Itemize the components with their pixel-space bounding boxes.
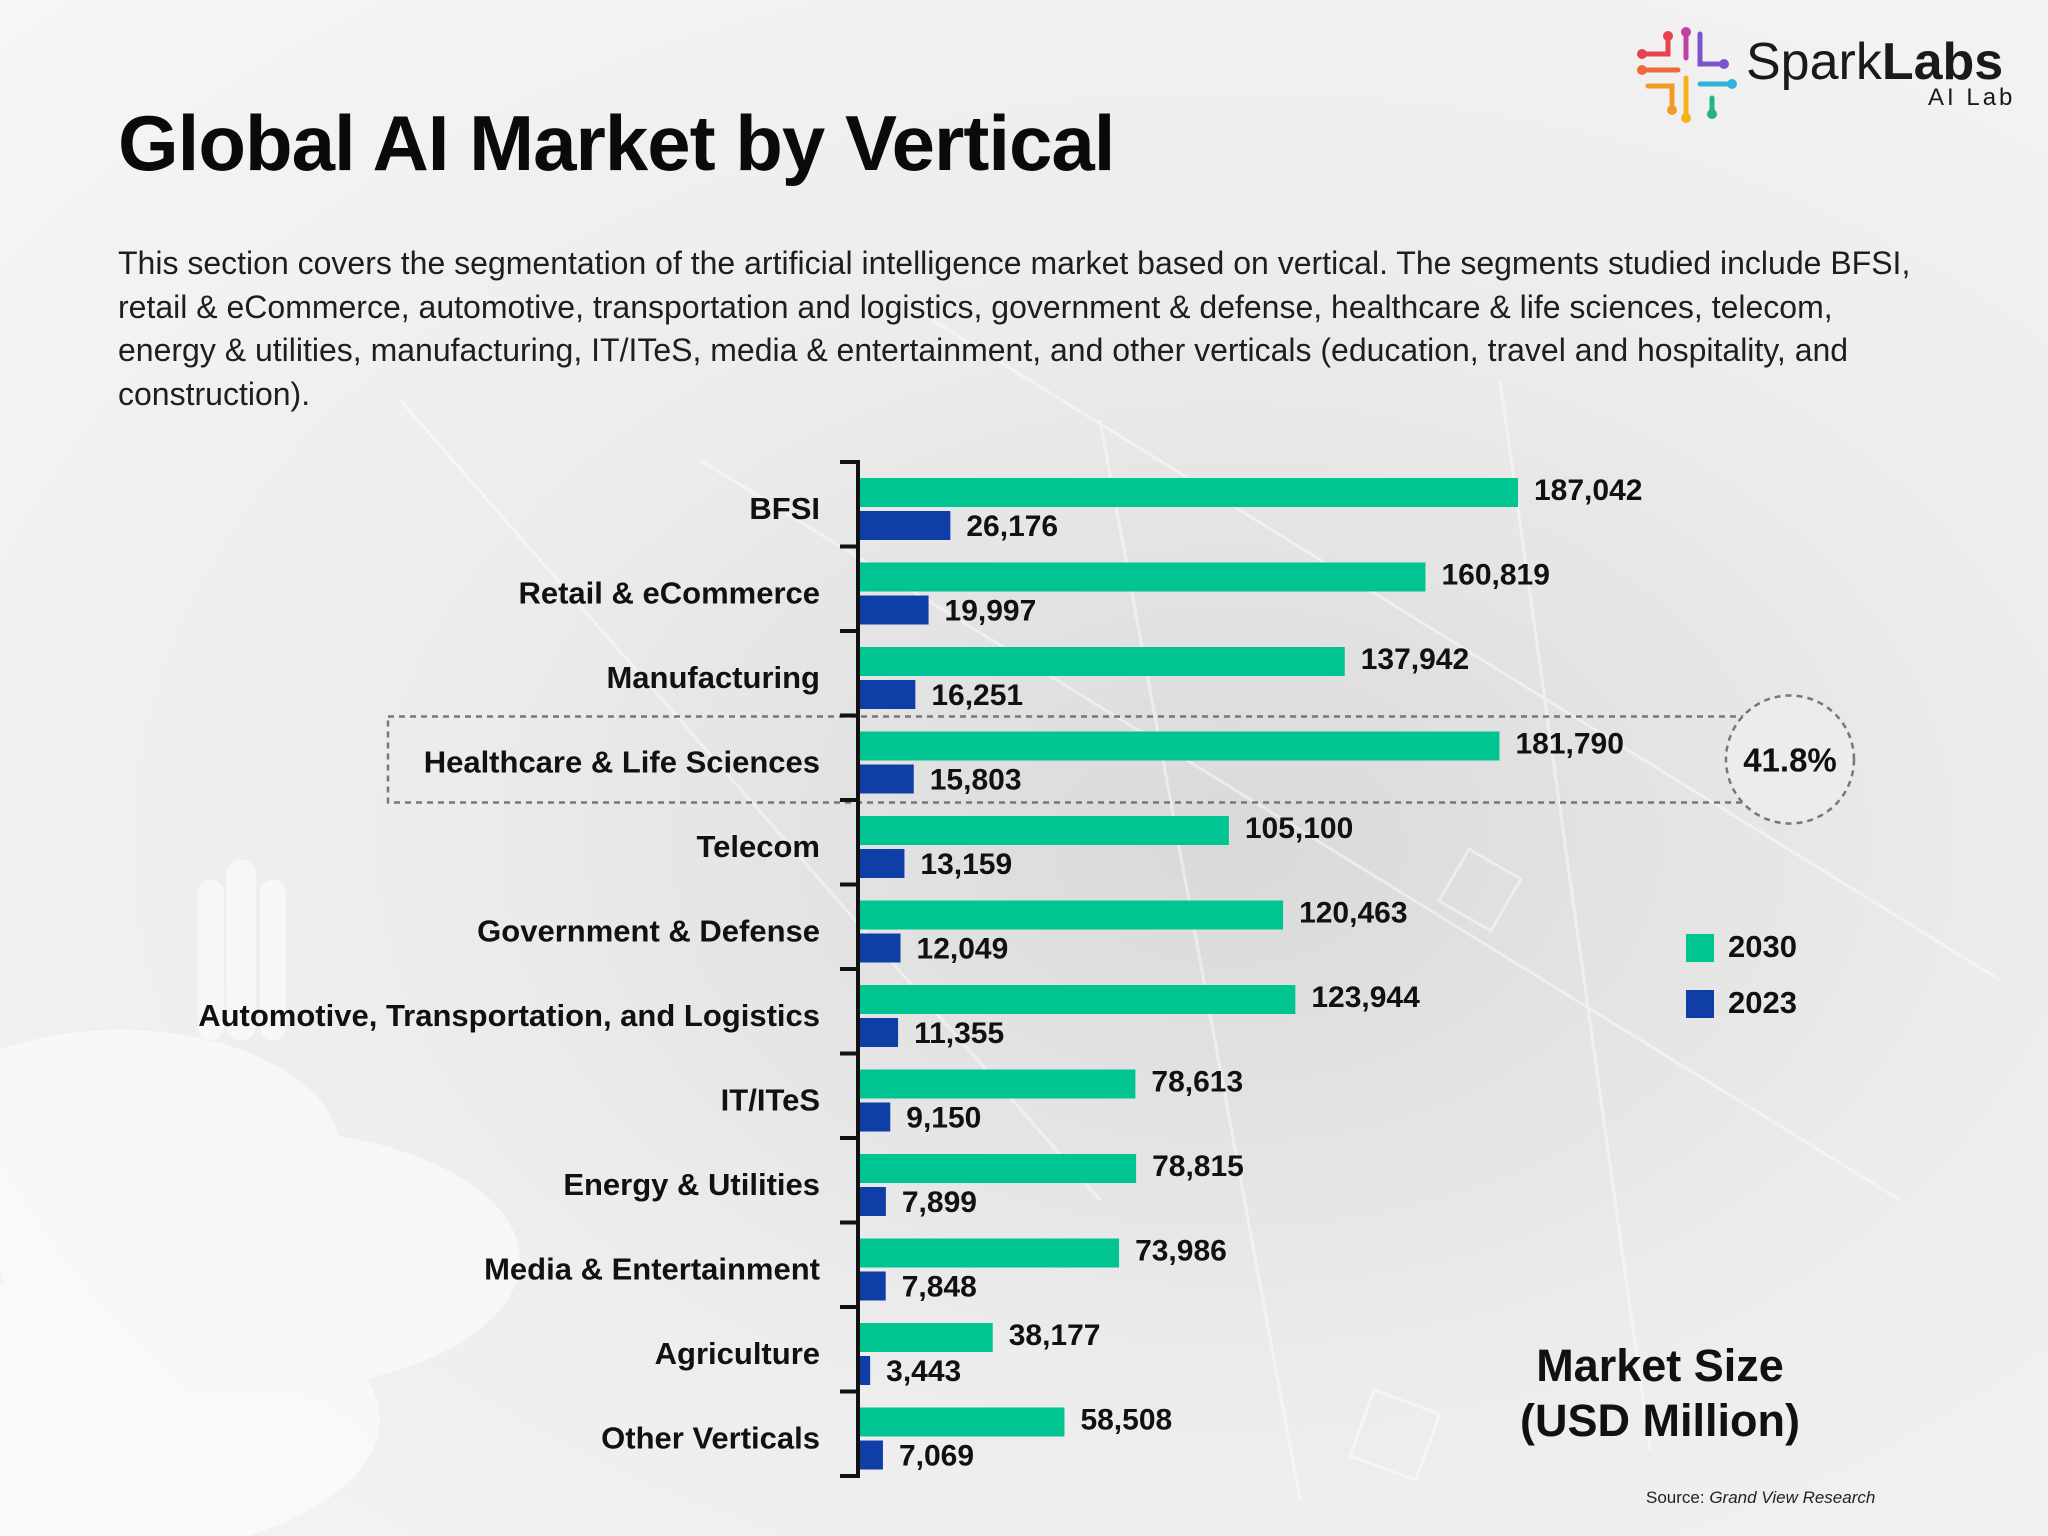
bar-2030 [858, 1154, 1137, 1183]
data-label-2023: 9,150 [906, 1102, 981, 1135]
bar-2030 [858, 1238, 1120, 1268]
data-label-2023: 26,176 [966, 510, 1058, 543]
sparklabs-logo: SparkLabs AI Lab [1628, 14, 2048, 134]
bar-2030 [858, 900, 1284, 930]
data-label-2023: 12,049 [917, 933, 1009, 966]
data-label-2023: 19,997 [945, 595, 1037, 628]
category-label: Retail & eCommerce [518, 576, 820, 611]
source-note: Source: Grand View Research [1646, 1488, 1875, 1508]
bar-2023 [858, 511, 951, 540]
category-label: Healthcare & Life Sciences [424, 745, 820, 780]
data-label-2030: 58,508 [1080, 1404, 1172, 1437]
category-label: Government & Defense [477, 914, 820, 949]
category-label: Automotive, Transportation, and Logistic… [198, 998, 820, 1033]
circuit-logo-icon [1637, 27, 1737, 123]
legend-label-2030: 2030 [1728, 929, 1797, 964]
bar-2030 [858, 731, 1500, 761]
category-label: IT/ITeS [721, 1083, 820, 1118]
legend-label-2023: 2023 [1728, 985, 1797, 1020]
data-label-2030: 120,463 [1299, 897, 1407, 930]
category-label: Agriculture [655, 1336, 820, 1371]
data-label-2030: 181,790 [1515, 728, 1623, 761]
logo-wordmark: SparkLabs [1746, 33, 2004, 91]
data-label-2030: 137,942 [1361, 643, 1469, 676]
data-label-2023: 16,251 [931, 679, 1023, 712]
bar-2030 [858, 562, 1426, 592]
data-label-2023: 3,443 [886, 1355, 961, 1388]
data-label-2030: 187,042 [1534, 474, 1642, 507]
bar-2023 [858, 849, 905, 878]
bar-2023 [858, 680, 916, 709]
logo-subtitle: AI Lab [1928, 84, 2016, 111]
data-label-2023: 11,355 [914, 1017, 1004, 1050]
category-label: Manufacturing [606, 660, 820, 695]
bar-2030 [858, 1323, 993, 1352]
category-label: Energy & Utilities [563, 1167, 820, 1202]
bar-2030 [858, 478, 1518, 507]
bar-2023 [858, 1102, 891, 1132]
data-label-2023: 15,803 [930, 764, 1022, 797]
category-label: Other Verticals [601, 1421, 820, 1456]
data-label-2023: 13,159 [920, 848, 1012, 881]
bar-2023 [858, 595, 929, 625]
bar-2023 [858, 933, 901, 963]
data-label-2030: 78,613 [1151, 1066, 1243, 1099]
bar-2023 [858, 1440, 883, 1470]
section-description: This section covers the segmentation of … [118, 245, 1911, 412]
bar-2023 [858, 1187, 886, 1216]
data-label-2023: 7,848 [902, 1271, 977, 1304]
data-label-2030: 73,986 [1135, 1235, 1227, 1268]
bar-2023 [858, 1018, 899, 1047]
data-label-2030: 78,815 [1152, 1150, 1244, 1183]
data-label-2030: 123,944 [1311, 981, 1420, 1014]
bar-2030 [858, 1069, 1136, 1099]
market-size-line2: (USD Million) [1520, 1395, 1800, 1446]
data-label-2023: 7,899 [902, 1186, 977, 1219]
bar-2023 [858, 764, 914, 794]
market-size-line1: Market Size [1536, 1340, 1784, 1391]
data-label-2030: 105,100 [1245, 812, 1353, 845]
market-size-caption: Market Size (USD Million) [1440, 1338, 1880, 1448]
category-label: Media & Entertainment [484, 1252, 820, 1287]
legend-swatch-2023 [1686, 990, 1714, 1018]
highlight-growth-label: 41.8% [1743, 742, 1837, 779]
bar-2023 [858, 1356, 871, 1385]
data-label-2030: 38,177 [1009, 1319, 1101, 1352]
vertical-bar-chart: 187,042 26,176 BFSI 160,819 19,997 Retail & e… [198, 460, 1856, 1478]
bar-2030 [858, 1407, 1065, 1437]
highlight-circle [1724, 694, 1856, 825]
page-title: Global AI Market by Vertical [118, 99, 1115, 187]
source-name: Grand View Research [1709, 1488, 1876, 1507]
bar-2023 [858, 1271, 886, 1301]
bar-2030 [858, 985, 1296, 1014]
legend-swatch-2030 [1686, 934, 1714, 962]
data-label-2023: 7,069 [899, 1440, 974, 1473]
bar-2030 [858, 647, 1345, 676]
category-label: Telecom [697, 829, 820, 864]
source-prefix: Source: [1646, 1488, 1705, 1507]
bar-2030 [858, 816, 1229, 845]
category-label: BFSI [749, 491, 820, 526]
data-label-2030: 160,819 [1441, 559, 1549, 592]
